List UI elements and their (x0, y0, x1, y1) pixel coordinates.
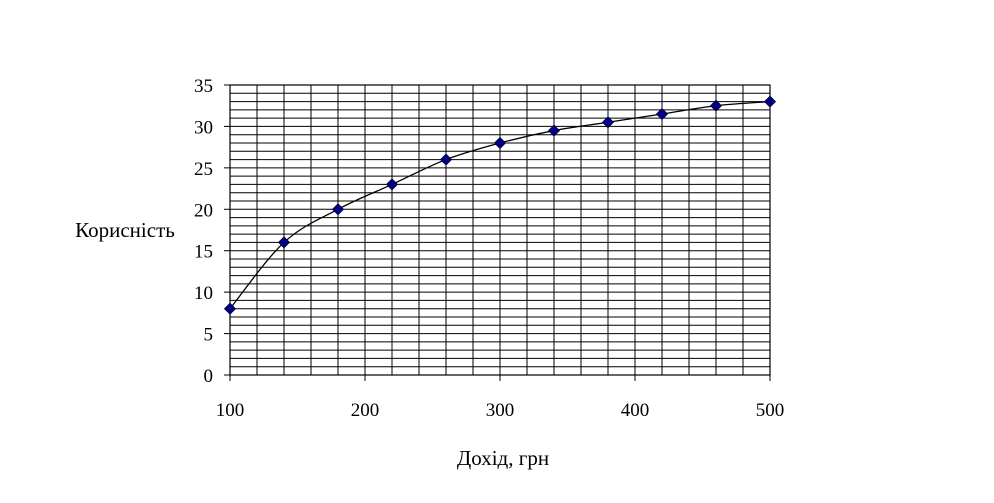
data-point-marker (763, 95, 777, 108)
x-tick-label: 400 (621, 400, 650, 421)
series-markers (223, 95, 777, 315)
y-tick-label: 15 (194, 242, 213, 263)
y-tick-label: 20 (194, 200, 213, 221)
x-tick-label: 300 (486, 400, 515, 421)
y-tick-label: 10 (194, 283, 213, 304)
data-point-marker (277, 236, 291, 249)
data-point-marker (385, 178, 399, 191)
data-point-marker (439, 153, 453, 166)
y-tick-label: 0 (204, 366, 214, 387)
y-tick-label: 5 (204, 325, 214, 346)
axes (224, 84, 771, 381)
data-point-marker (493, 136, 507, 150)
x-tick-label: 100 (216, 400, 245, 421)
data-point-marker (655, 107, 669, 121)
y-axis-title: Корисність (75, 218, 175, 242)
data-point-marker (547, 124, 561, 137)
data-point-marker (601, 116, 615, 129)
x-tick-labels: 100 200 300 400 500 (216, 400, 785, 421)
y-tick-label: 25 (194, 159, 213, 180)
y-tick-labels: 0 5 10 15 20 25 30 35 (194, 76, 213, 387)
x-axis-title: Дохід, грн (457, 446, 549, 470)
y-tick-label: 30 (194, 117, 213, 138)
x-tick-label: 200 (351, 400, 380, 421)
y-tick-label: 35 (194, 76, 213, 97)
data-point-marker (223, 302, 237, 315)
data-point-marker (709, 99, 723, 112)
major-gridlines (256, 85, 744, 375)
x-tick-label: 500 (756, 400, 785, 421)
data-point-marker (331, 203, 345, 216)
